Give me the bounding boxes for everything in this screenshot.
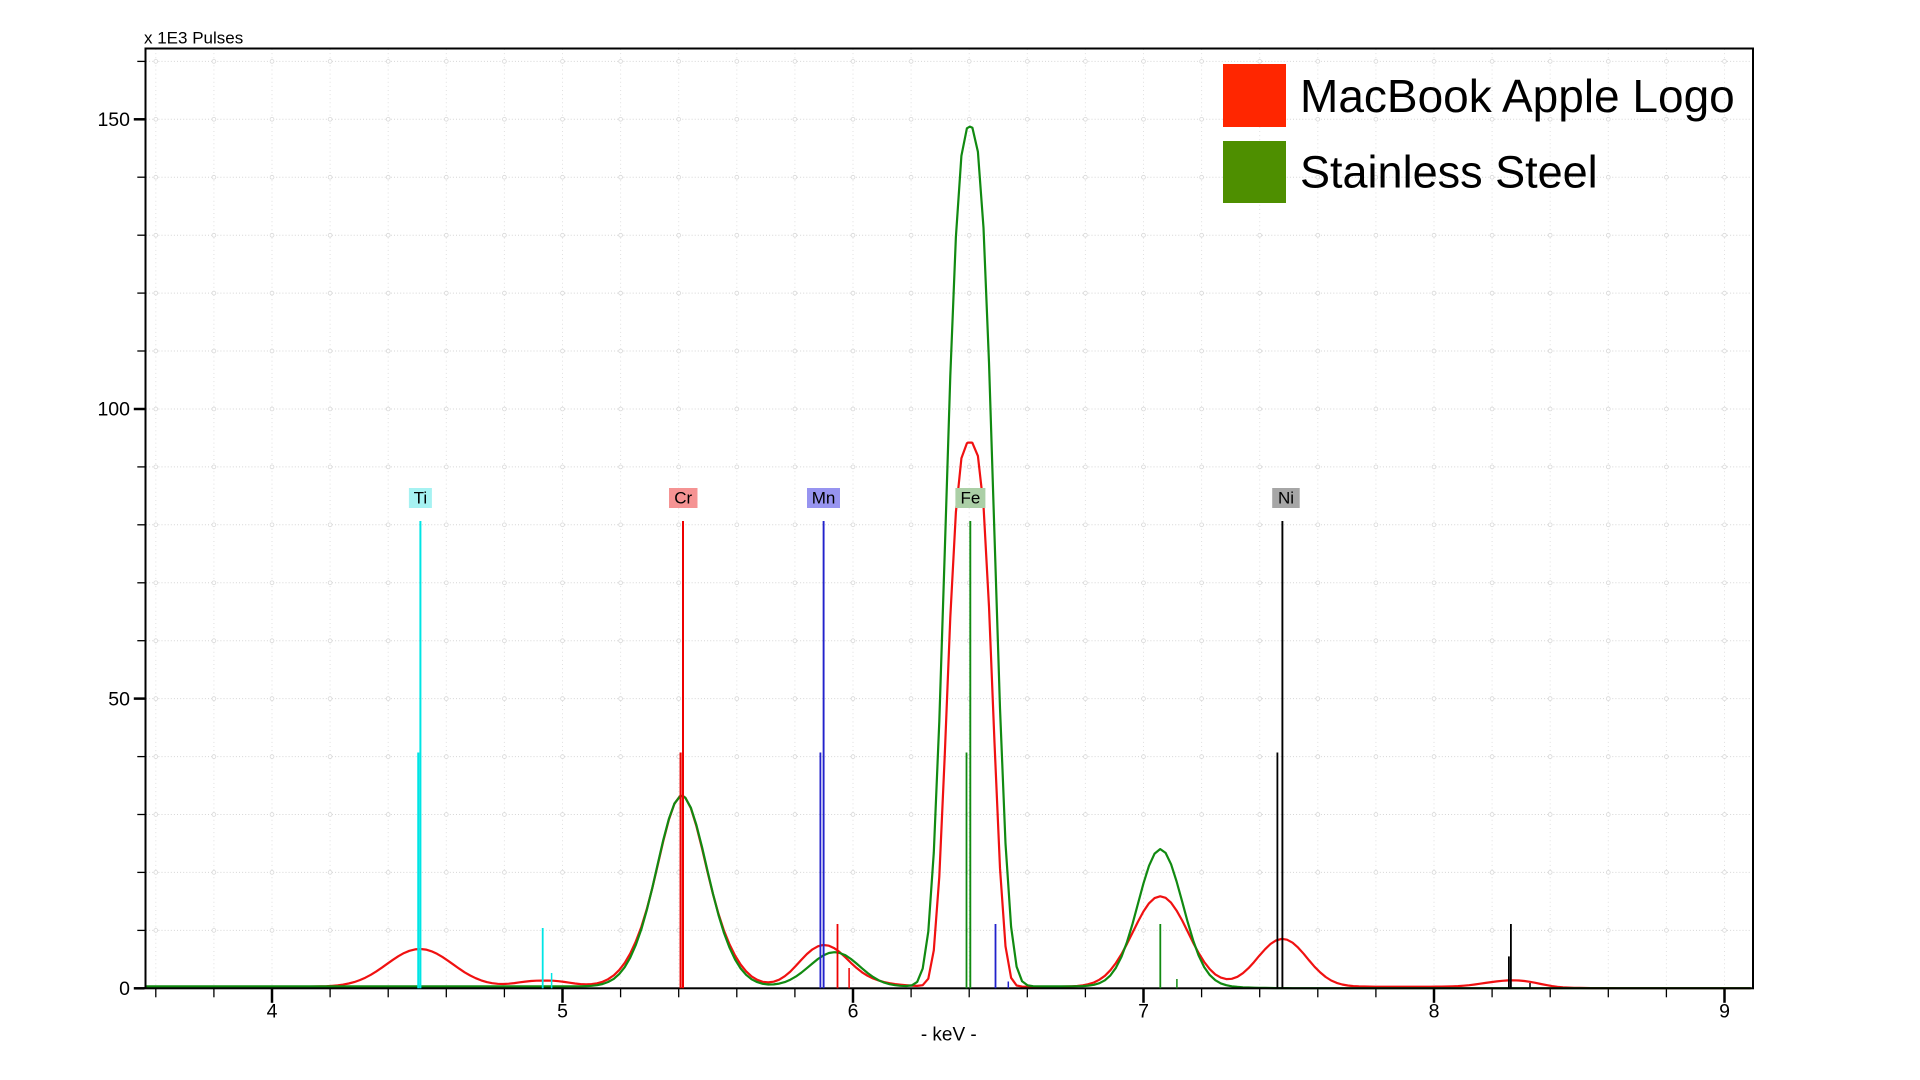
svg-text:Mn: Mn — [812, 489, 836, 508]
svg-text:4: 4 — [267, 1001, 278, 1023]
svg-text:MacBook Apple Logo: MacBook Apple Logo — [1300, 70, 1735, 122]
svg-text:5: 5 — [557, 1001, 568, 1023]
svg-text:x 1E3 Pulses: x 1E3 Pulses — [144, 29, 243, 48]
svg-text:Ni: Ni — [1278, 489, 1294, 508]
svg-text:- keV -: - keV - — [921, 1025, 977, 1046]
svg-text:7: 7 — [1138, 1001, 1149, 1023]
svg-text:150: 150 — [97, 109, 130, 131]
svg-text:Stainless Steel: Stainless Steel — [1300, 147, 1598, 198]
svg-text:9: 9 — [1719, 1001, 1730, 1023]
svg-text:8: 8 — [1429, 1001, 1440, 1023]
svg-text:100: 100 — [97, 399, 130, 421]
svg-text:50: 50 — [108, 688, 130, 710]
svg-text:Cr: Cr — [674, 489, 692, 508]
svg-text:0: 0 — [119, 978, 130, 1000]
svg-text:6: 6 — [848, 1001, 859, 1023]
svg-text:Ti: Ti — [414, 489, 428, 508]
svg-text:Fe: Fe — [960, 489, 980, 508]
